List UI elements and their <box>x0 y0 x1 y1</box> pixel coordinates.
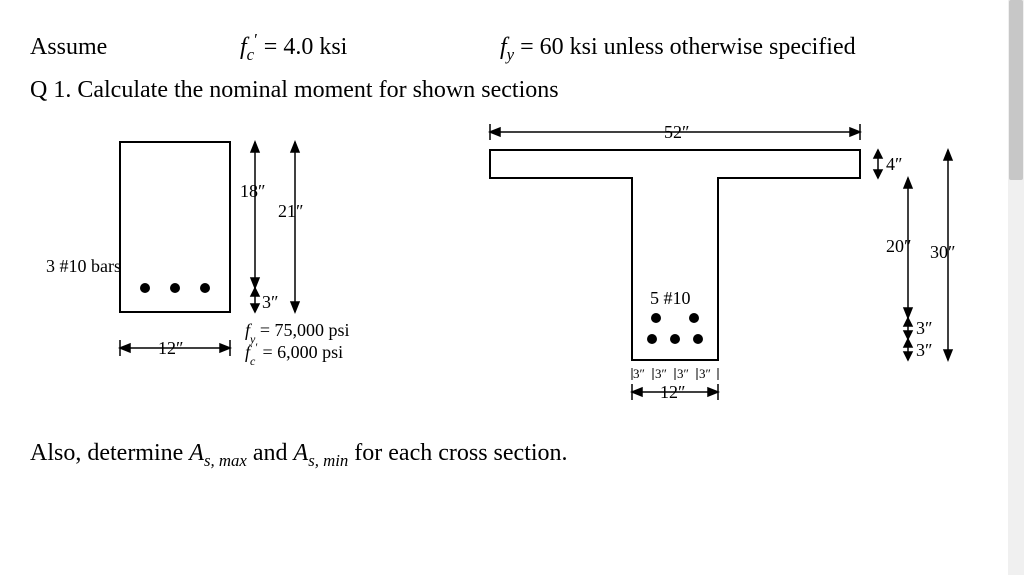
rebar-dot <box>693 334 703 344</box>
rebar-dot <box>689 313 699 323</box>
section-b: 52″ 5 #10 4″ <box>430 122 1000 422</box>
dim-30in-label: 30″ <box>930 242 956 262</box>
rebar-dot <box>170 283 180 293</box>
dim-3in-top <box>904 318 912 339</box>
rebar-dot <box>140 283 150 293</box>
question-prefix: Q 1. <box>30 77 77 103</box>
dim-20in-label: 20″ <box>886 236 912 256</box>
fy-rest: = 60 ksi unless otherwise specified <box>514 34 855 60</box>
spacing-3: 3″ <box>677 366 689 381</box>
question-line: Q 1. Calculate the nominal moment for sh… <box>30 77 994 104</box>
bars-label: 3 #10 bars <box>46 256 121 276</box>
rebar-dot <box>200 283 210 293</box>
figures-row: 3 #10 bars 18″ 21″ <box>30 122 994 422</box>
page: Assume fc′ = 4.0 ksi fy = 60 ksi unless … <box>0 0 1024 575</box>
dim-4in-label: 4″ <box>886 154 903 174</box>
rebar-dot <box>651 313 661 323</box>
fc-rest: = 4.0 ksi <box>258 34 348 60</box>
spacing-2: 3″ <box>655 366 667 381</box>
question-text: Calculate the nominal moment for shown s… <box>77 77 558 103</box>
as-var-2: A <box>294 440 309 466</box>
footer-pre: Also, determine <box>30 440 189 466</box>
dim-52in-label: 52″ <box>664 122 690 142</box>
dim-3in-cover <box>251 288 259 312</box>
dim-3in-bot-label: 3″ <box>916 340 933 360</box>
dim-4in <box>874 150 882 178</box>
vertical-scrollbar[interactable] <box>1008 0 1024 575</box>
dim-21in <box>291 142 299 312</box>
section-b-svg: 52″ 5 #10 4″ <box>430 122 1000 422</box>
fy-sub: y <box>507 45 514 64</box>
section-a-svg: 3 #10 bars 18″ 21″ <box>30 122 410 402</box>
bars-label-b: 5 #10 <box>650 288 691 308</box>
dim-3in-top-label: 3″ <box>916 318 933 338</box>
footer-post: for each cross section. <box>348 440 567 466</box>
assume-label: Assume <box>30 34 240 61</box>
footer-line: Also, determine As, max and As, min for … <box>30 440 994 471</box>
dim-12in-b-label: 12″ <box>660 382 686 402</box>
fy-assumption: fy = 60 ksi unless otherwise specified <box>500 34 994 65</box>
t-beam-outline <box>490 150 860 360</box>
scrollbar-thumb[interactable] <box>1009 0 1023 180</box>
dim-18in <box>251 142 259 288</box>
rebar-dot <box>647 334 657 344</box>
footer-mid: and <box>247 440 294 466</box>
as-var-1: A <box>189 440 204 466</box>
as-sub-min: s, min <box>308 451 348 470</box>
spacing-1: 3″ <box>633 366 645 381</box>
fc-local: fc′ = 6,000 psi <box>245 340 343 368</box>
fc-assumption: fc′ = 4.0 ksi <box>240 30 500 65</box>
rebar-dot <box>670 334 680 344</box>
dim-21in-label: 21″ <box>278 201 304 221</box>
dim-3in-bot <box>904 339 912 360</box>
dim-12in-label: 12″ <box>158 338 184 358</box>
assumptions-line: Assume fc′ = 4.0 ksi fy = 60 ksi unless … <box>30 30 994 65</box>
as-sub-max: s, max <box>204 451 247 470</box>
dim-3in-label: 3″ <box>262 292 279 312</box>
fy-var: f <box>500 34 507 60</box>
dim-18in-label: 18″ <box>240 181 266 201</box>
spacing-4: 3″ <box>699 366 711 381</box>
section-a: 3 #10 bars 18″ 21″ <box>30 122 410 402</box>
fc-var: f <box>240 34 247 60</box>
fc-sub: c <box>247 45 254 64</box>
